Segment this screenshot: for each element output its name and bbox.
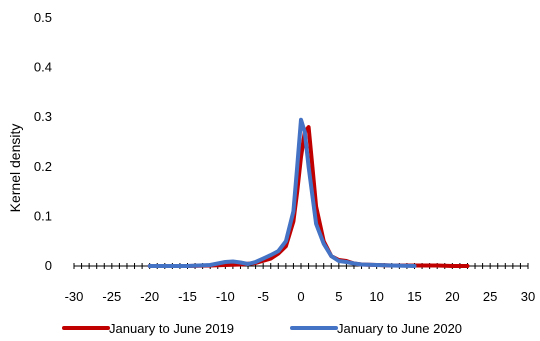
legend-item: January to June 2020 xyxy=(290,321,462,336)
x-tick-label: 10 xyxy=(369,289,383,304)
x-tick-label: -30 xyxy=(65,289,84,304)
x-tick-label: 30 xyxy=(521,289,535,304)
legend-item: January to June 2019 xyxy=(62,321,234,336)
x-tick-label: -15 xyxy=(178,289,197,304)
y-tick-label: 0.5 xyxy=(34,10,52,25)
x-tick-label: -25 xyxy=(102,289,121,304)
series-lines xyxy=(147,117,470,268)
x-tick-label: 5 xyxy=(335,289,342,304)
x-tick-label: 25 xyxy=(483,289,497,304)
series-line-2019 xyxy=(147,125,470,268)
x-tick-label: -20 xyxy=(140,289,159,304)
y-tick-label: 0 xyxy=(45,258,52,273)
x-axis-tick-labels: -30 -25 -20 -15 -10 -5 0 5 10 15 20 25 30 xyxy=(65,289,536,304)
x-tick-label: 15 xyxy=(407,289,421,304)
x-tick-label: -5 xyxy=(257,289,269,304)
y-axis-title: Kernel density xyxy=(7,124,23,213)
legend-label: January to June 2020 xyxy=(337,321,462,336)
y-tick-label: 0.1 xyxy=(34,208,52,223)
legend: January to June 2019 January to June 2020 xyxy=(62,321,462,336)
y-tick-label: 0.2 xyxy=(34,159,52,174)
series-line-2020 xyxy=(147,117,417,268)
x-tick-label: -10 xyxy=(216,289,235,304)
y-tick-label: 0.4 xyxy=(34,60,52,75)
y-tick-label: 0.3 xyxy=(34,109,52,124)
x-tick-label: 20 xyxy=(445,289,459,304)
y-axis-tick-labels: 0 0.1 0.2 0.3 0.4 0.5 xyxy=(34,10,52,273)
x-tick-label: 0 xyxy=(297,289,304,304)
legend-label: January to June 2019 xyxy=(109,321,234,336)
